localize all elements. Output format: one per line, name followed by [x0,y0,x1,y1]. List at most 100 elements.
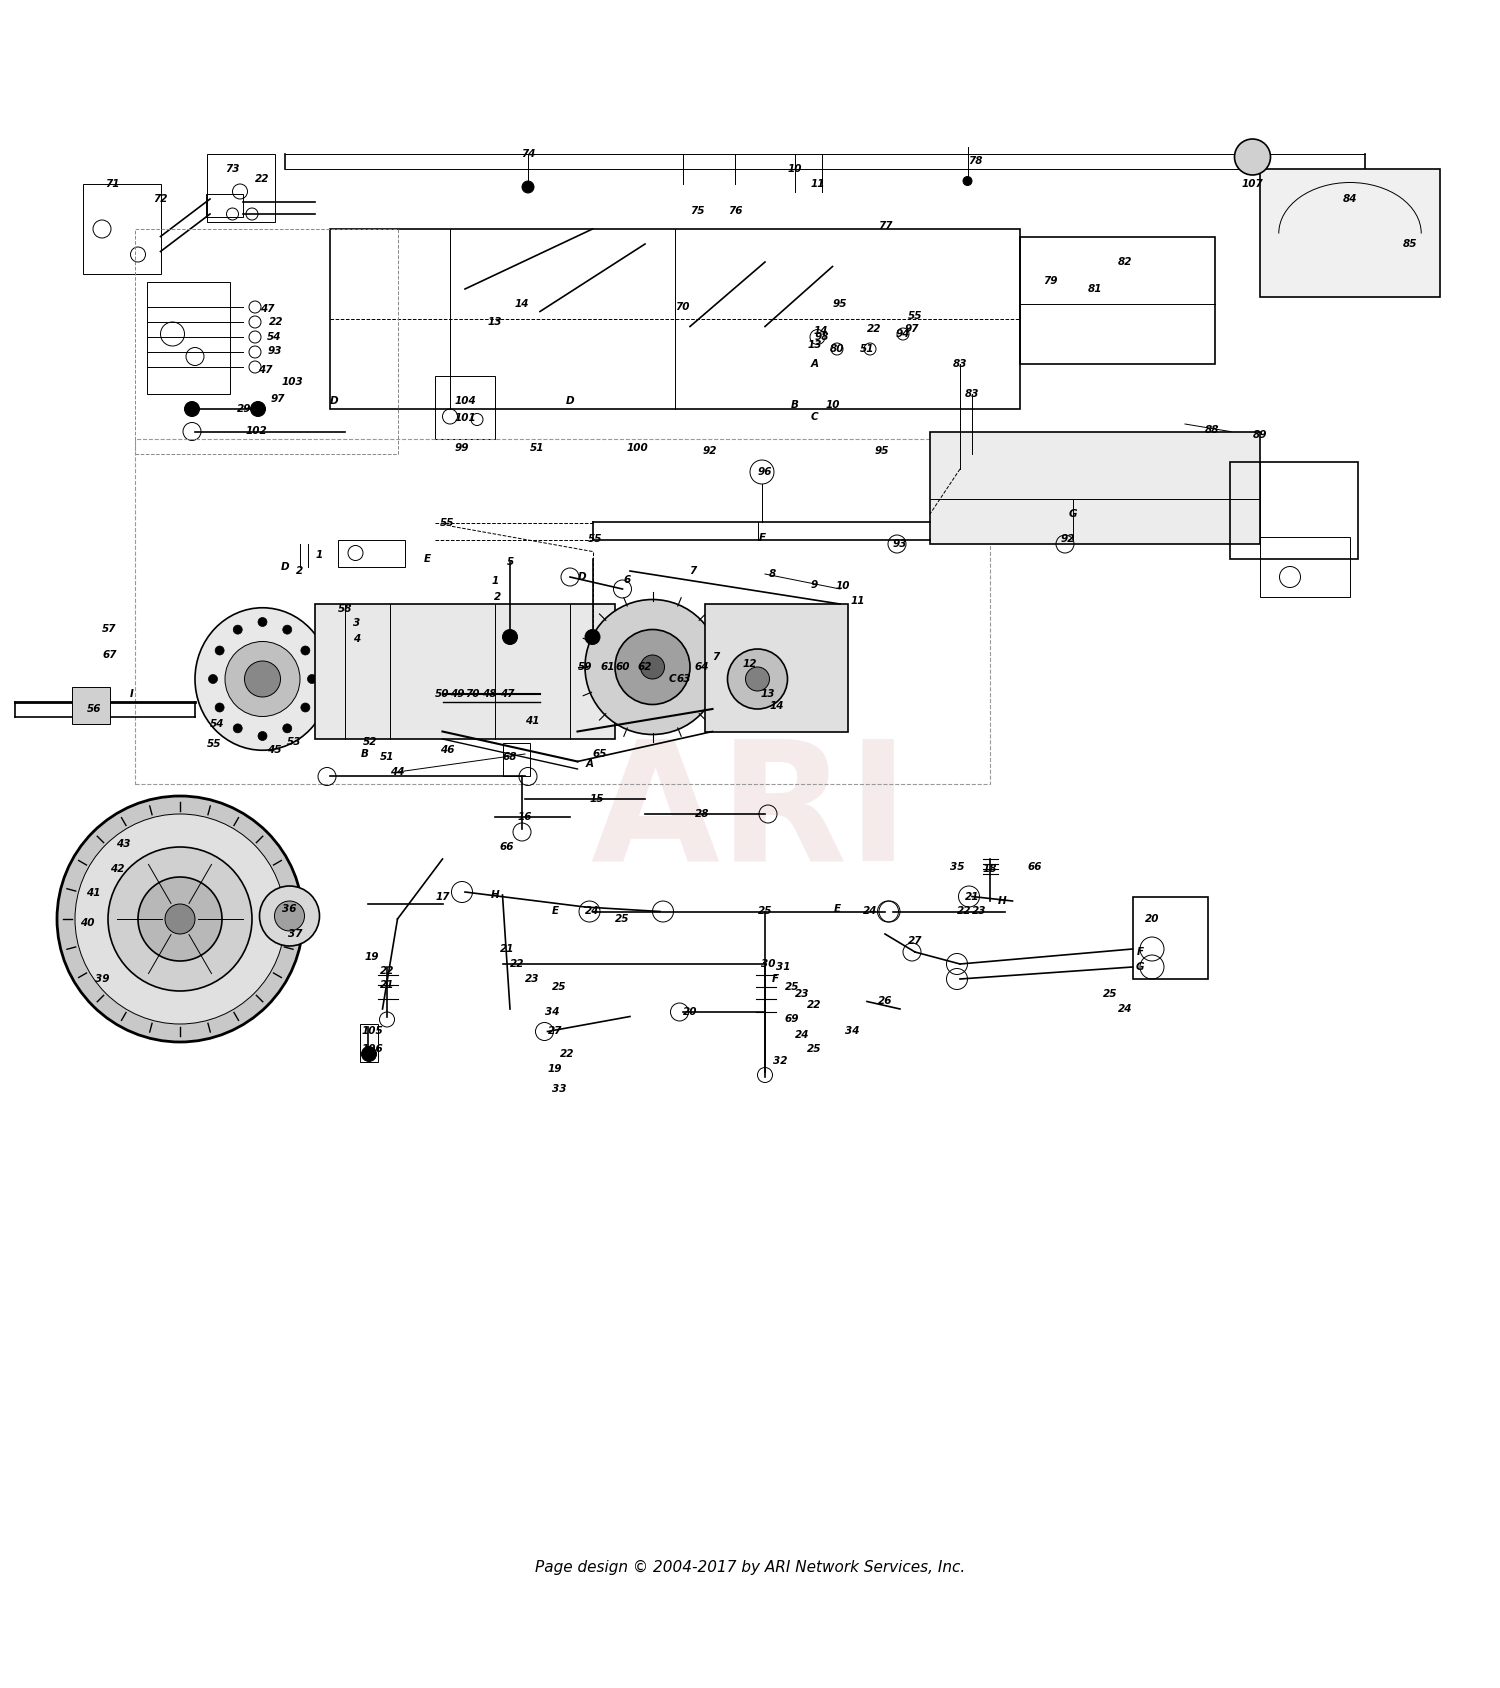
Text: 66: 66 [1028,861,1042,871]
Circle shape [108,847,252,991]
Text: 18: 18 [982,864,998,874]
Text: 76: 76 [728,206,742,216]
Text: 21: 21 [380,981,394,989]
Circle shape [251,402,266,417]
Bar [135,439,990,783]
Text: 20: 20 [1144,913,1160,923]
Circle shape [209,675,218,684]
Text: 34: 34 [544,1008,560,1016]
Text: 84: 84 [1342,194,1358,204]
Text: 22: 22 [380,967,394,976]
Text: 102: 102 [246,427,267,437]
Text: 97: 97 [904,324,920,334]
Text: ARI: ARI [591,733,909,896]
Text: 45: 45 [267,744,282,755]
Text: 7: 7 [690,565,696,576]
Text: D: D [578,572,586,582]
Text: 30: 30 [760,959,776,969]
Text: 43: 43 [116,839,130,849]
Text: 3: 3 [354,618,360,628]
Text: 9: 9 [812,579,818,589]
Text: 23: 23 [525,974,540,984]
Text: 72: 72 [153,194,168,204]
Text: 10: 10 [836,581,850,591]
Text: 29: 29 [237,403,252,414]
Text: 34: 34 [844,1026,859,1036]
Text: 25: 25 [1102,989,1118,999]
Text: 54: 54 [267,333,282,343]
Text: 21: 21 [964,891,980,901]
Text: 74: 74 [520,149,536,159]
Bar [360,1025,378,1062]
Text: 22: 22 [255,174,270,184]
Text: 70: 70 [675,302,690,312]
Text: E: E [834,903,840,913]
Circle shape [728,648,788,709]
Bar [338,540,405,567]
Text: 14: 14 [813,326,828,336]
Text: 80: 80 [830,344,844,354]
Text: 63: 63 [676,674,692,684]
Text: 2: 2 [495,591,501,601]
Text: 85: 85 [1402,240,1417,250]
Text: 32: 32 [772,1057,788,1067]
Text: H: H [490,890,500,900]
Text: 66: 66 [500,842,514,852]
Text: D: D [280,562,290,572]
Text: B: B [360,749,369,760]
Text: G: G [1136,962,1144,972]
Text: 23: 23 [795,989,810,999]
Text: 52: 52 [363,738,378,748]
Text: 60: 60 [615,662,630,672]
Circle shape [308,675,316,684]
Text: 92: 92 [1060,535,1076,545]
Bar [135,230,398,454]
Text: 94: 94 [896,329,910,339]
Text: 83: 83 [964,388,980,398]
Text: 10: 10 [788,164,802,174]
Text: 41: 41 [86,888,100,898]
Text: 51: 51 [380,751,394,761]
Text: 28: 28 [694,809,709,819]
Bar [315,604,615,739]
Circle shape [640,655,664,679]
Text: 14: 14 [770,701,784,711]
Text: 73: 73 [225,164,240,174]
Text: 25: 25 [807,1045,822,1055]
Circle shape [138,878,222,960]
Text: 35: 35 [950,861,964,871]
Circle shape [503,630,518,645]
Text: 24: 24 [585,906,600,917]
Text: 101: 101 [454,414,476,424]
Text: 41: 41 [525,716,540,726]
Text: 53: 53 [286,738,302,748]
Text: 55: 55 [908,311,922,321]
Text: 67: 67 [102,650,117,660]
Circle shape [260,886,320,945]
Circle shape [214,702,223,712]
Bar [503,743,530,776]
Text: 62: 62 [638,662,652,672]
Text: 1: 1 [492,577,498,586]
Text: 25: 25 [758,906,772,917]
Text: 11: 11 [810,179,825,189]
Text: 71: 71 [105,179,120,189]
Text: 92: 92 [702,446,717,456]
Text: 2: 2 [297,565,303,576]
Text: 15: 15 [590,793,604,803]
Text: 105: 105 [362,1026,382,1036]
Text: 93: 93 [892,538,908,549]
Circle shape [963,177,972,186]
Text: 13: 13 [760,689,776,699]
Text: 64: 64 [694,662,709,672]
Text: C: C [810,412,819,422]
Bar [1260,537,1350,596]
Text: 56: 56 [87,704,102,714]
Bar [930,432,1260,544]
Text: 25: 25 [615,913,630,923]
Circle shape [585,599,720,734]
Text: 4: 4 [354,633,360,643]
Text: 37: 37 [288,928,303,939]
Text: 6: 6 [624,576,630,586]
Text: 93: 93 [267,346,282,356]
